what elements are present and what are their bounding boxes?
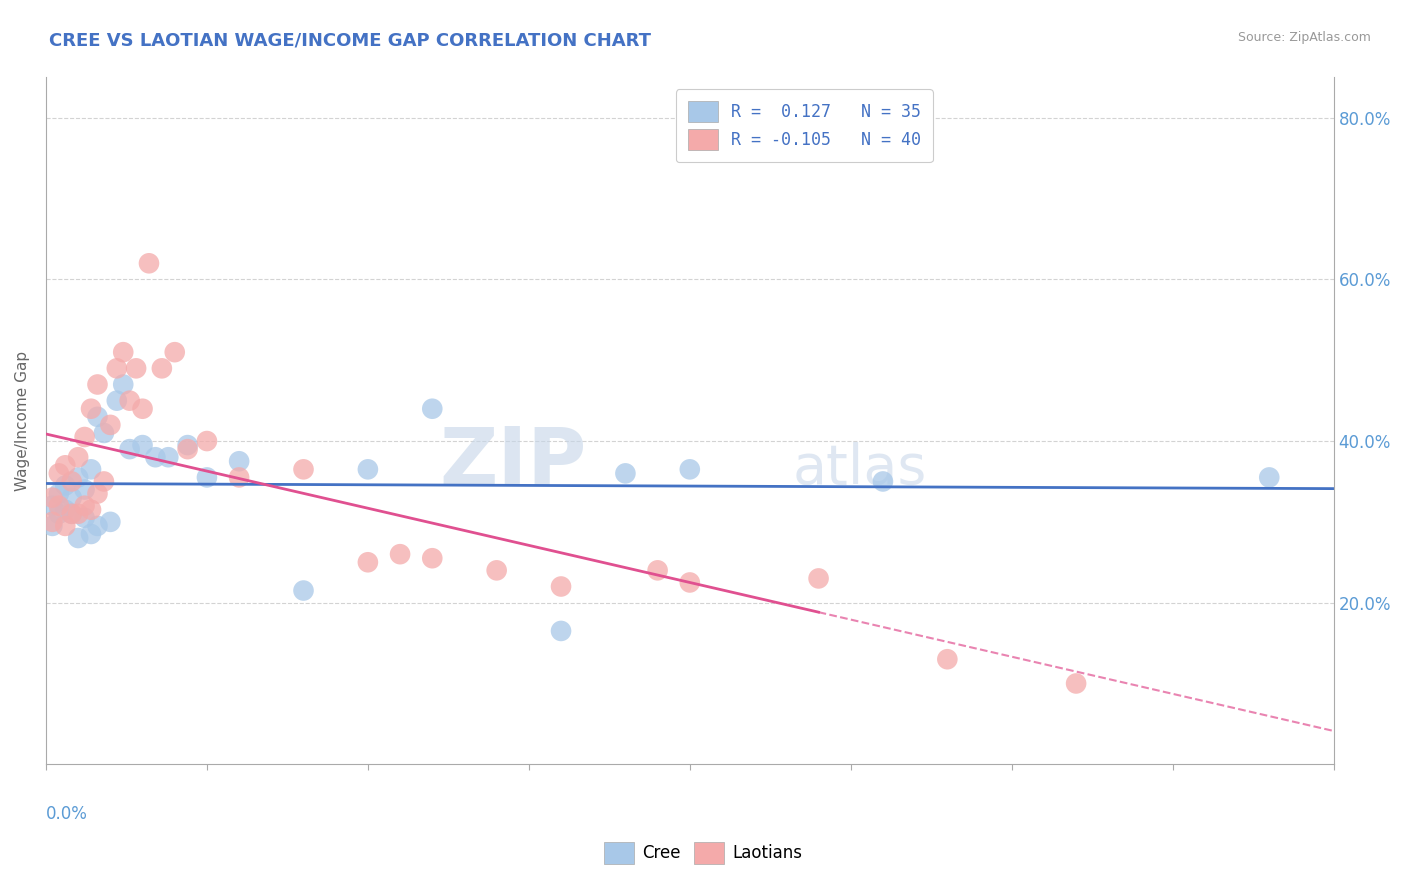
Point <box>150 361 173 376</box>
Point <box>60 475 83 489</box>
Point <box>131 438 153 452</box>
Point <box>357 462 380 476</box>
Point <box>93 425 115 440</box>
Point <box>48 507 70 521</box>
Point <box>176 442 198 457</box>
Point <box>53 458 76 473</box>
Point <box>41 515 63 529</box>
Point <box>420 401 443 416</box>
Point <box>550 580 572 594</box>
Point <box>86 377 108 392</box>
Point <box>67 531 90 545</box>
Point <box>195 434 218 448</box>
Point <box>485 563 508 577</box>
Point <box>67 450 90 465</box>
Point <box>112 345 135 359</box>
Point <box>389 547 412 561</box>
Point <box>41 519 63 533</box>
Point <box>228 470 250 484</box>
Point <box>420 551 443 566</box>
Point <box>98 515 121 529</box>
Point <box>60 491 83 505</box>
Point <box>41 491 63 505</box>
Point <box>73 499 96 513</box>
Point <box>357 555 380 569</box>
Point <box>53 478 76 492</box>
Point <box>60 507 83 521</box>
Point <box>176 438 198 452</box>
Legend: R =  0.127   N = 35, R = -0.105   N = 40: R = 0.127 N = 35, R = -0.105 N = 40 <box>676 89 932 162</box>
Y-axis label: Wage/Income Gap: Wage/Income Gap <box>15 351 30 491</box>
Point <box>679 575 702 590</box>
Point <box>163 345 186 359</box>
Point <box>157 450 180 465</box>
Point <box>98 417 121 432</box>
Point <box>1064 676 1087 690</box>
Point <box>145 450 167 465</box>
Text: CREE VS LAOTIAN WAGE/INCOME GAP CORRELATION CHART: CREE VS LAOTIAN WAGE/INCOME GAP CORRELAT… <box>49 31 651 49</box>
Point <box>679 462 702 476</box>
Point <box>292 583 315 598</box>
Point <box>41 499 63 513</box>
Point <box>73 483 96 497</box>
Point <box>48 486 70 500</box>
Point <box>86 486 108 500</box>
Point <box>53 519 76 533</box>
Point <box>80 527 103 541</box>
Point <box>195 470 218 484</box>
Point <box>807 571 830 585</box>
Point <box>80 462 103 476</box>
Point <box>292 462 315 476</box>
Point <box>118 393 141 408</box>
Point <box>48 467 70 481</box>
Point <box>105 361 128 376</box>
Point <box>647 563 669 577</box>
Point <box>105 393 128 408</box>
Point <box>86 519 108 533</box>
Point <box>86 409 108 424</box>
Text: 0.0%: 0.0% <box>46 805 87 823</box>
Point <box>125 361 148 376</box>
Text: atlas: atlas <box>793 442 927 496</box>
Point <box>53 502 76 516</box>
Point <box>73 511 96 525</box>
Point <box>112 377 135 392</box>
Point <box>93 475 115 489</box>
Point <box>73 430 96 444</box>
Text: Source: ZipAtlas.com: Source: ZipAtlas.com <box>1237 31 1371 45</box>
Point <box>936 652 959 666</box>
Point <box>228 454 250 468</box>
Point <box>80 502 103 516</box>
Point <box>131 401 153 416</box>
Point <box>80 401 103 416</box>
Point <box>1258 470 1281 484</box>
Point <box>60 507 83 521</box>
Point <box>138 256 160 270</box>
Point <box>872 475 894 489</box>
Point <box>550 624 572 638</box>
Point <box>118 442 141 457</box>
Point <box>67 507 90 521</box>
Point <box>67 470 90 484</box>
Point <box>614 467 637 481</box>
Legend: Cree, Laotians: Cree, Laotians <box>598 836 808 871</box>
Point <box>48 499 70 513</box>
Text: ZIP: ZIP <box>440 423 586 501</box>
